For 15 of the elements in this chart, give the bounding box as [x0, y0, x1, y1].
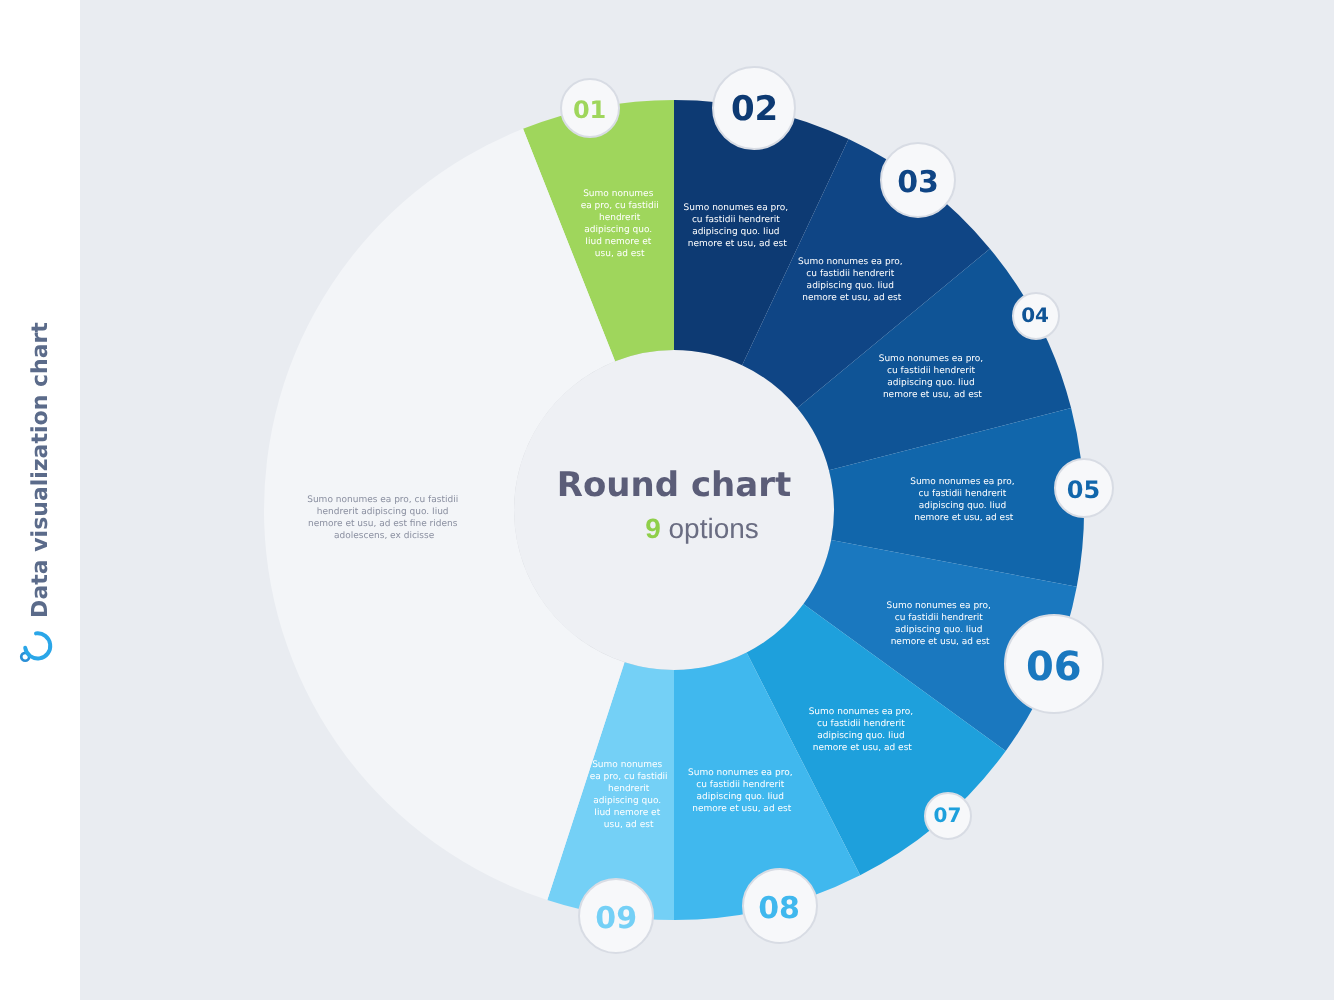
slice-label: 01: [572, 96, 607, 125]
slice-label: 08: [758, 890, 800, 927]
text: Round chart: [556, 466, 792, 506]
slice-label: 09: [595, 899, 638, 936]
slice-label: 07: [933, 805, 962, 828]
slice-label: 04: [1021, 305, 1050, 328]
text: 9 options: [645, 512, 759, 544]
slice-label: 06: [1025, 642, 1082, 691]
slice-label: 03: [897, 164, 939, 201]
text: Data visualization chart: [27, 322, 53, 618]
badge-circle: 03: [880, 142, 957, 219]
slice-label: 05: [1066, 476, 1101, 505]
slice-label: 02: [730, 90, 779, 130]
badge-circle: 01: [559, 78, 620, 139]
badge-circle: 02: [712, 66, 797, 150]
